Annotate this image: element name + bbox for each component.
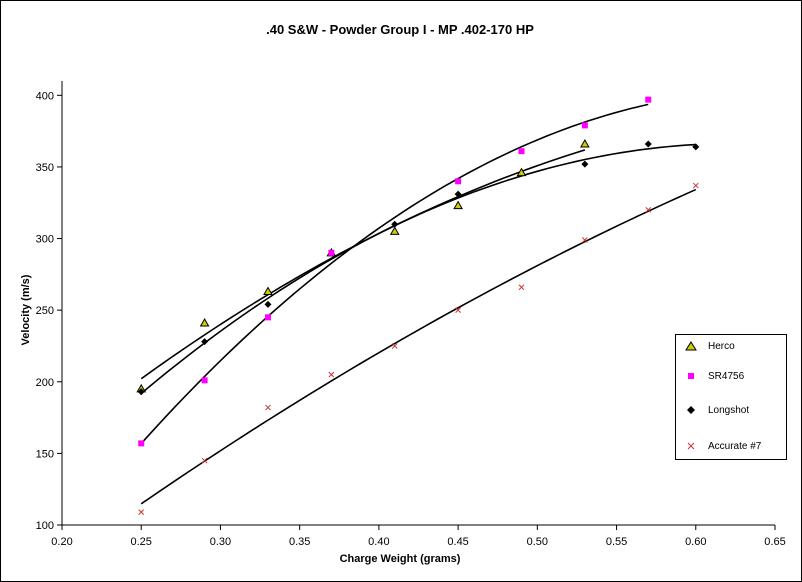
trendline-sr4756 [140, 103, 649, 445]
data-point-herco [580, 139, 590, 148]
x-tick-label: 0.20 [51, 536, 72, 548]
data-point-accurate-7 [692, 182, 699, 189]
x-tick-label: 0.55 [606, 536, 627, 548]
trendline-herco [140, 149, 586, 380]
data-point-accurate-7 [645, 207, 652, 213]
x-tick-label: 0.60 [685, 536, 706, 548]
legend-item-sr4756: SR4756 [684, 369, 744, 383]
data-point-herco [453, 200, 463, 210]
x-marker-icon [687, 442, 695, 450]
data-point-longshot [201, 338, 209, 346]
data-point-herco [263, 286, 273, 296]
data-point-sr4756 [645, 96, 652, 103]
x-tick-label: 0.30 [210, 536, 231, 548]
x-tick-label: 0.50 [527, 536, 548, 548]
legend-item-longshot: Longshot [684, 403, 749, 417]
x-tick-label: 0.25 [131, 536, 152, 548]
data-point-sr4756 [581, 122, 588, 129]
legend-label-herco: Herco [708, 340, 735, 352]
legend-label-longshot: Longshot [708, 404, 750, 416]
data-point-longshot [391, 220, 399, 228]
data-point-herco [516, 167, 527, 177]
y-tick-label: 400 [36, 90, 54, 102]
y-tick-label: 100 [36, 520, 54, 532]
y-tick-label: 300 [36, 234, 54, 246]
data-point-accurate-7 [518, 284, 525, 291]
data-point-sr4756 [264, 314, 271, 321]
data-point-longshot [581, 160, 589, 168]
x-tick-label: 0.40 [368, 536, 389, 548]
y-tick-label: 150 [36, 448, 54, 460]
legend-label-sr4756: SR4756 [708, 370, 745, 382]
legend: Herco SR4756 Longshot Accurate #7 [675, 334, 787, 460]
data-point-accurate-7 [582, 237, 588, 243]
data-point-sr4756 [328, 249, 335, 256]
trendline-accurate-7 [140, 188, 697, 505]
legend-item-accurate-7: Accurate #7 [684, 439, 761, 453]
y-tick-label: 350 [36, 162, 54, 174]
data-point-longshot [137, 388, 145, 396]
data-point-accurate-7 [328, 371, 335, 378]
x-axis-label: Charge Weight (grams) [339, 553, 461, 565]
x-tick-label: 0.45 [447, 536, 468, 548]
data-point-accurate-7 [201, 457, 208, 464]
y-tick-label: 250 [36, 305, 54, 317]
data-point-longshot [454, 190, 462, 198]
chart-title: .40 S&W - Powder Group I - MP .402-170 H… [266, 22, 534, 37]
data-point-sr4756 [201, 377, 208, 384]
data-point-sr4756 [518, 148, 525, 155]
data-point-sr4756 [455, 178, 462, 185]
data-point-longshot [692, 143, 700, 151]
data-point-sr4756 [138, 440, 145, 447]
data-point-accurate-7 [455, 307, 461, 314]
data-point-longshot [644, 140, 652, 148]
legend-label-accurate-7: Accurate #7 [708, 440, 762, 452]
data-point-herco [199, 318, 210, 327]
y-axis-label: Velocity (m/s) [20, 274, 32, 346]
data-point-accurate-7 [138, 509, 145, 515]
triangle-marker-icon [685, 341, 697, 351]
trendline-longshot [140, 143, 696, 395]
data-point-accurate-7 [265, 404, 271, 411]
y-tick-label: 200 [36, 377, 54, 389]
legend-item-herco: Herco [684, 339, 735, 353]
x-tick-label: 0.35 [289, 536, 310, 548]
data-point-longshot [264, 300, 272, 308]
square-marker-icon [688, 373, 694, 379]
x-tick-label: 0.65 [764, 536, 785, 548]
data-point-herco [389, 226, 400, 235]
data-point-accurate-7 [391, 343, 398, 349]
diamond-marker-icon [687, 406, 695, 414]
